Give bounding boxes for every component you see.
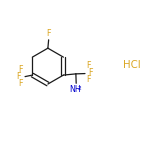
Text: NH: NH	[70, 85, 81, 94]
Text: F: F	[86, 75, 90, 85]
Text: F: F	[16, 72, 21, 81]
Text: 2: 2	[78, 86, 81, 91]
Text: F: F	[86, 61, 90, 70]
Text: F: F	[19, 79, 23, 88]
Text: F: F	[19, 65, 23, 74]
Text: F: F	[46, 29, 51, 38]
Text: F: F	[88, 68, 92, 77]
Text: HCl: HCl	[123, 60, 140, 70]
